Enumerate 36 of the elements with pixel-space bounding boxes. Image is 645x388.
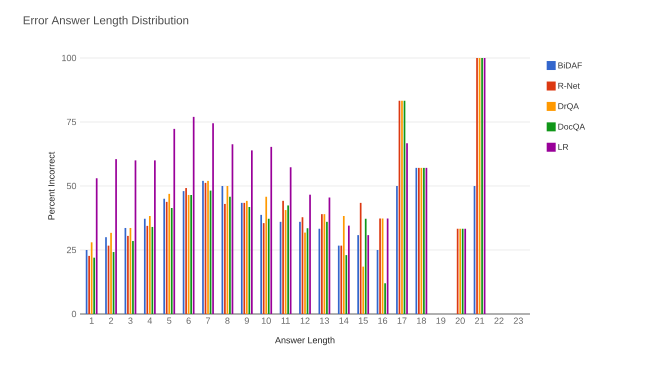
x-tick-label: 5 [167,318,172,324]
x-tick-label: 6 [186,318,191,324]
legend-label: BiDAF [558,62,582,68]
x-tick-label: 22 [494,318,504,324]
y-tick-label: 75 [66,118,76,126]
x-tick-label: 9 [244,318,249,324]
y-tick-label: 100 [62,54,76,62]
x-tick-label: 16 [378,318,388,324]
y-tick-label: 25 [66,246,76,254]
x-axis-title: Answer Length [275,336,334,346]
chart-title: Error Answer Length Distribution [24,16,188,27]
x-tick-label: 3 [128,318,133,324]
x-tick-label: 2 [108,318,114,324]
x-tick-label: 19 [436,318,446,324]
x-tick-label: 21 [475,318,484,324]
y-tick-label: 50 [66,182,76,190]
legend-label: DocQA [558,124,586,132]
x-tick-label: 17 [398,318,407,324]
legend-label: R-Net [558,82,580,89]
x-tick-label: 7 [206,318,210,324]
x-tick-label: 4 [148,318,152,324]
x-tick-label: 11 [282,318,290,324]
y-axis-title: Percent Incorrect [48,152,55,220]
x-tick-label: 20 [456,318,465,324]
x-tick-label: 10 [262,318,271,324]
x-tick-label: 23 [514,318,523,324]
legend-label: LR [558,144,568,150]
x-tick-label: 8 [225,318,230,324]
x-tick-label: 12 [300,318,310,324]
x-tick-label: 13 [320,318,330,324]
legend-label: DrQA [558,103,579,111]
x-tick-label: 1 [90,318,94,324]
x-tick-label: 15 [358,318,368,324]
y-tick-label: 0 [72,310,76,318]
x-tick-label: 18 [417,318,426,324]
x-tick-label: 14 [339,318,349,324]
